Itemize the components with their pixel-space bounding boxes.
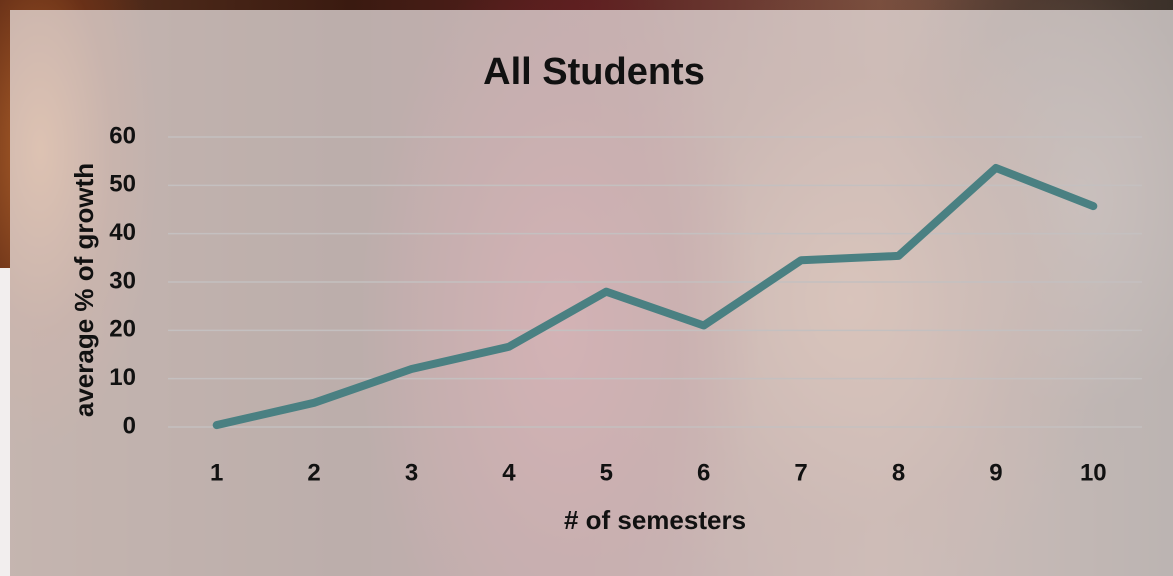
chart: All Students # of semesters average % of… bbox=[0, 0, 1173, 576]
x-tick-label: 10 bbox=[1080, 459, 1107, 486]
x-tick-label: 4 bbox=[502, 459, 516, 486]
x-tick-label: 7 bbox=[794, 459, 807, 486]
x-tick-label: 3 bbox=[405, 459, 418, 486]
y-tick-label: 40 bbox=[109, 219, 136, 246]
y-tick-label: 20 bbox=[109, 316, 136, 343]
data-line bbox=[217, 168, 1094, 425]
y-tick-label: 60 bbox=[109, 122, 136, 149]
x-tick-label: 6 bbox=[697, 459, 710, 486]
page: All Students # of semesters average % of… bbox=[0, 0, 1173, 576]
x-tick-label: 8 bbox=[892, 459, 905, 486]
x-tick-label: 2 bbox=[307, 459, 320, 486]
x-tick-label: 1 bbox=[210, 459, 223, 486]
y-tick-label: 50 bbox=[109, 171, 136, 198]
chart-title: All Students bbox=[483, 51, 705, 93]
y-tick-label: 0 bbox=[123, 412, 136, 439]
x-tick-label: 5 bbox=[600, 459, 613, 486]
y-axis-label: average % of growth bbox=[69, 163, 99, 417]
x-axis-label: # of semesters bbox=[564, 505, 746, 535]
x-tick-label: 9 bbox=[989, 459, 1002, 486]
y-tick-label: 10 bbox=[109, 364, 136, 391]
y-tick-label: 30 bbox=[109, 267, 136, 294]
